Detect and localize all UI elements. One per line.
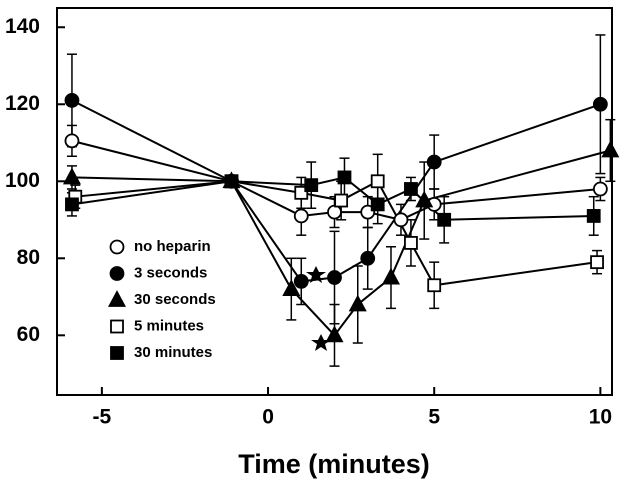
marker xyxy=(590,255,604,270)
x-tick-label: 0 xyxy=(262,406,274,429)
legend-label: 5 minutes xyxy=(134,317,204,334)
marker xyxy=(64,93,80,108)
plot-frame xyxy=(56,7,613,396)
marker xyxy=(282,279,301,297)
marker xyxy=(293,208,309,224)
x-tick-label: 5 xyxy=(428,406,440,429)
y-tick-label: 140 xyxy=(5,15,40,38)
marker xyxy=(224,174,239,189)
marker xyxy=(393,212,409,228)
y-tick-label: 100 xyxy=(5,169,40,192)
legend-marker xyxy=(109,239,125,255)
marker xyxy=(337,170,352,185)
marker xyxy=(426,154,442,170)
marker xyxy=(304,178,319,193)
marker xyxy=(360,250,376,266)
marker xyxy=(404,235,418,250)
marker xyxy=(601,140,620,158)
legend-marker xyxy=(110,346,124,360)
legend-marker xyxy=(107,290,127,307)
significance-star xyxy=(311,334,331,351)
y-tick-label: 60 xyxy=(17,323,40,346)
marker xyxy=(327,204,342,220)
marker xyxy=(293,274,309,289)
marker xyxy=(370,174,385,189)
marker xyxy=(64,133,80,149)
series-line xyxy=(71,149,611,337)
marker xyxy=(348,294,367,312)
legend-label: 3 seconds xyxy=(134,264,207,281)
series-line xyxy=(75,179,598,287)
legend-marker xyxy=(110,319,124,334)
marker xyxy=(325,325,344,343)
marker xyxy=(65,197,79,212)
marker xyxy=(294,185,309,200)
marker xyxy=(592,96,608,112)
marker xyxy=(370,197,385,212)
marker xyxy=(427,278,442,293)
marker xyxy=(381,267,401,285)
marker xyxy=(586,209,601,223)
legend-label: 30 seconds xyxy=(134,291,216,308)
marker xyxy=(62,167,81,185)
marker xyxy=(415,190,434,208)
x-tick-label: 10 xyxy=(589,406,612,429)
marker xyxy=(592,181,608,197)
marker xyxy=(437,212,452,227)
y-tick-label: 120 xyxy=(5,92,40,115)
marker xyxy=(404,182,418,196)
marker xyxy=(334,193,349,208)
legend-label: no heparin xyxy=(134,238,211,255)
legend-label: 30 minutes xyxy=(134,344,212,361)
significance-star xyxy=(306,266,326,283)
legend-marker xyxy=(109,266,125,281)
y-tick-label: 80 xyxy=(17,246,40,269)
x-tick-label: -5 xyxy=(93,406,112,429)
marker xyxy=(327,270,342,285)
x-axis-label: Time (minutes) xyxy=(238,449,430,479)
